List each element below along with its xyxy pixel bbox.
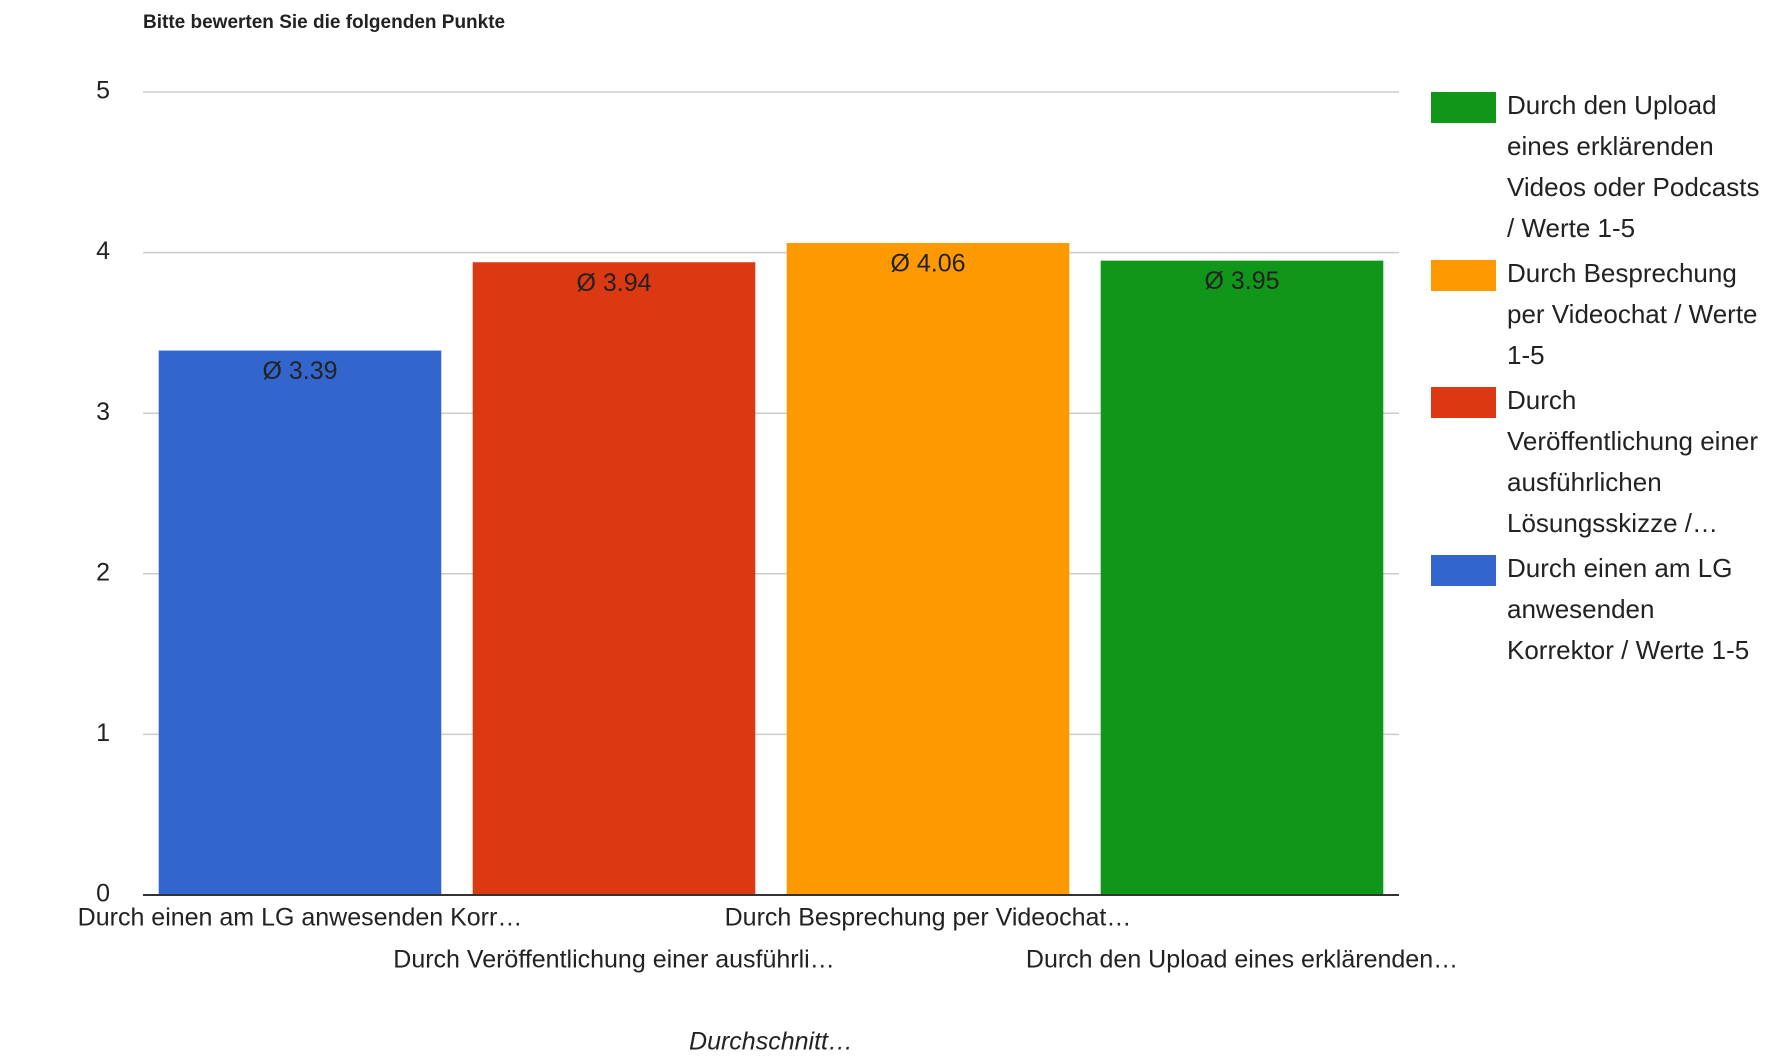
legend-item: Durch einen am LG anwesenden Korrektor /… xyxy=(1431,552,1771,671)
x-tick-label: Durch den Upload eines erklärenden… xyxy=(1026,946,1458,974)
data-label: Ø 3.94 xyxy=(576,269,651,297)
x-tick-label: Durch Besprechung per Videochat… xyxy=(725,904,1132,932)
x-tick-label: Durch einen am LG anwesenden Korr… xyxy=(78,904,523,932)
x-axis-title: Durchschnitt… xyxy=(689,1028,853,1056)
legend: Durch den Upload eines erklärenden Video… xyxy=(1431,89,1771,671)
x-tick-label: Durch Veröffentlichung einer ausführli… xyxy=(393,946,834,974)
legend-label: Durch Besprechung per Videochat / Werte … xyxy=(1507,258,1758,370)
y-tick-label: 0 xyxy=(96,880,110,908)
bar xyxy=(786,242,1070,896)
data-label: Ø 3.39 xyxy=(262,357,337,385)
bar xyxy=(158,350,442,895)
legend-swatch xyxy=(1431,260,1496,291)
y-tick-label: 2 xyxy=(96,558,110,586)
y-tick-label: 1 xyxy=(96,719,110,747)
y-tick-label: 5 xyxy=(96,77,110,105)
legend-swatch xyxy=(1431,555,1496,586)
data-label: Ø 4.06 xyxy=(890,250,965,278)
legend-item: Durch Veröffentlichung einer ausführlich… xyxy=(1431,384,1771,544)
legend-label: Durch den Upload eines erklärenden Video… xyxy=(1507,90,1760,243)
legend-label: Durch einen am LG anwesenden Korrektor /… xyxy=(1507,553,1750,665)
legend-swatch xyxy=(1431,92,1496,123)
y-tick-label: 3 xyxy=(96,398,110,426)
data-label: Ø 3.95 xyxy=(1204,267,1279,295)
legend-item: Durch den Upload eines erklärenden Video… xyxy=(1431,89,1771,249)
legend-item: Durch Besprechung per Videochat / Werte … xyxy=(1431,257,1771,376)
y-tick-label: 4 xyxy=(96,237,110,265)
legend-label: Durch Veröffentlichung einer ausführlich… xyxy=(1507,385,1759,538)
chart-title: Bitte bewerten Sie die folgenden Punkte xyxy=(143,12,505,33)
legend-swatch xyxy=(1431,387,1496,418)
bar xyxy=(1100,260,1384,895)
bar xyxy=(472,262,756,896)
